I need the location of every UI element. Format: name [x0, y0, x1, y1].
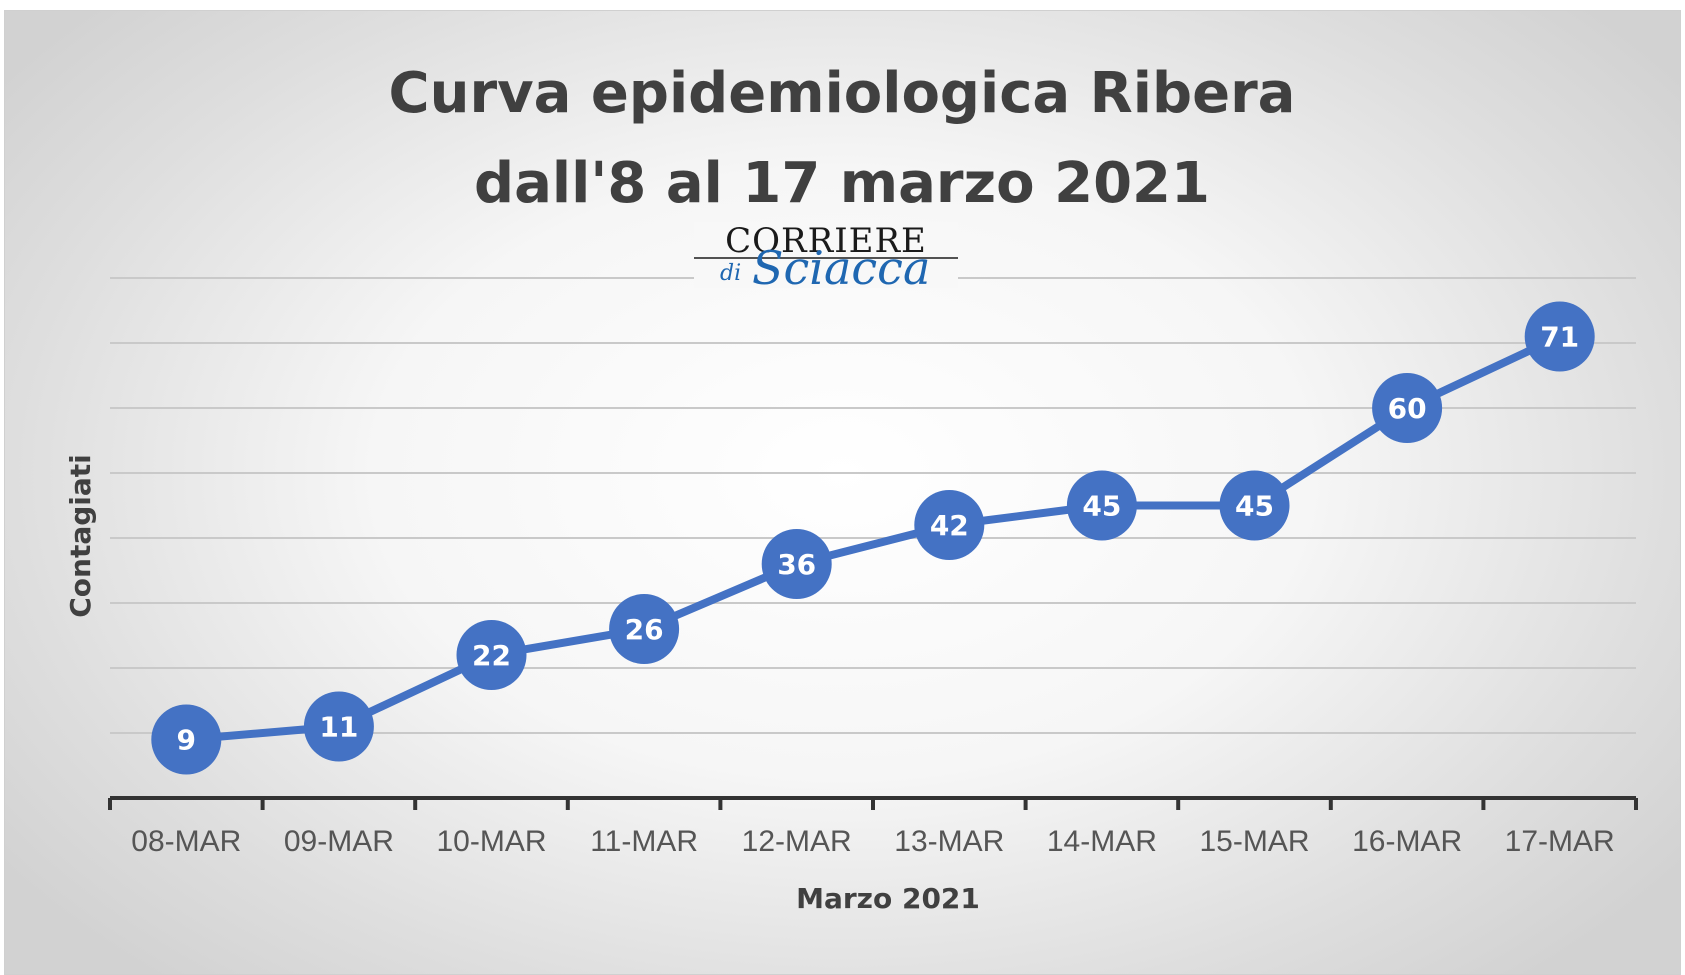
logo-background [694, 222, 958, 288]
data-point-marker [151, 704, 222, 775]
x-tick-label: 13-MAR [894, 825, 1004, 858]
chart-title: Curva epidemiologica Ribera dall'8 al 17… [389, 61, 1296, 216]
x-axis [108, 796, 1638, 810]
x-tick-label: 12-MAR [742, 825, 852, 858]
data-point-marker [1066, 470, 1137, 541]
data-label: 71 [1540, 321, 1579, 354]
x-tick-label: 15-MAR [1199, 825, 1309, 858]
brand-logo: CORRIERE di Sciacca [694, 221, 958, 295]
data-point-marker [761, 529, 832, 599]
gridlines [110, 277, 1636, 734]
data-label: 9 [177, 724, 196, 757]
data-point-marker [914, 490, 985, 560]
chart-title-line-1: Curva epidemiologica Ribera [389, 61, 1296, 126]
data-label: 42 [930, 509, 969, 542]
x-tick-labels: 08-MAR 09-MAR 10-MAR 11-MAR 12-MAR 13-MAR 14-M… [131, 825, 1614, 858]
x-tick-label: 09-MAR [284, 825, 394, 858]
x-tick-label: 16-MAR [1352, 825, 1462, 858]
data-point-marker [609, 594, 680, 664]
data-label: 45 [1235, 490, 1274, 523]
x-tick-label: 10-MAR [436, 825, 546, 858]
data-point-marker [456, 620, 527, 690]
logo-di: di [720, 261, 741, 286]
x-tick-label: 08-MAR [131, 825, 241, 858]
data-label: 36 [777, 548, 816, 581]
x-tick-label: 11-MAR [590, 825, 698, 858]
logo-wordmark-script: Sciacca [752, 241, 930, 295]
data-label: 45 [1082, 490, 1121, 523]
logo-wordmark-top: CORRIERE [725, 221, 927, 261]
data-label: 26 [625, 613, 664, 646]
data-point-marker [1524, 301, 1595, 372]
chart-title-line-2: dall'8 al 17 marzo 2021 [474, 151, 1210, 216]
data-point-marker [1372, 373, 1443, 443]
data-label: 11 [319, 711, 358, 744]
y-axis-title: Contagiati [64, 454, 97, 618]
chart-area [4, 10, 1681, 975]
series-line [182, 332, 1564, 744]
data-point-marker [303, 691, 374, 762]
data-point-marker [1219, 470, 1290, 541]
x-tick-label: 14-MAR [1047, 825, 1157, 858]
data-label: 60 [1388, 392, 1427, 425]
x-tick-label: 17-MAR [1505, 825, 1615, 858]
series-contagiati: 9 11 22 26 36 42 45 45 60 71 [151, 301, 1595, 775]
x-axis-title: Marzo 2021 [796, 882, 980, 915]
data-label: 22 [472, 639, 511, 672]
